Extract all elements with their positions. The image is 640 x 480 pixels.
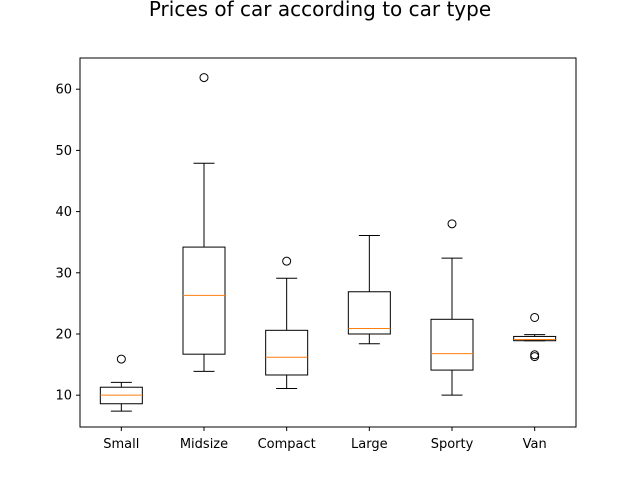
- iqr-box: [265, 329, 309, 376]
- x-tick-label: Midsize: [180, 437, 228, 452]
- y-tick-label: 20: [55, 327, 72, 342]
- outlier-point: [530, 352, 540, 362]
- iqr-box: [430, 318, 474, 371]
- y-tick-label: 10: [55, 389, 72, 404]
- chart-title: Prices of car according to car type: [149, 0, 491, 21]
- x-tick-label: Compact: [258, 437, 316, 452]
- x-tick-label: Van: [523, 437, 547, 452]
- outlier-point: [116, 354, 126, 364]
- iqr-box: [182, 246, 226, 355]
- x-tick-label: Large: [351, 437, 388, 452]
- y-tick-label: 40: [55, 205, 72, 220]
- iqr-box: [513, 335, 557, 342]
- outlier-point: [282, 256, 292, 266]
- y-tick-label: 50: [55, 144, 72, 159]
- x-tick-label: Small: [103, 437, 139, 452]
- outlier-point: [530, 312, 540, 322]
- outlier-point: [447, 219, 457, 229]
- y-tick-label: 60: [55, 83, 72, 98]
- axes-frame: [79, 57, 577, 428]
- x-tick-label: Sporty: [431, 437, 474, 452]
- outlier-point: [199, 73, 209, 83]
- plot-area: 10 20 30 40 50 60 Small Midsize Compact Large Spor…: [55, 57, 577, 452]
- iqr-box: [347, 291, 391, 335]
- y-tick-label: 30: [55, 266, 72, 281]
